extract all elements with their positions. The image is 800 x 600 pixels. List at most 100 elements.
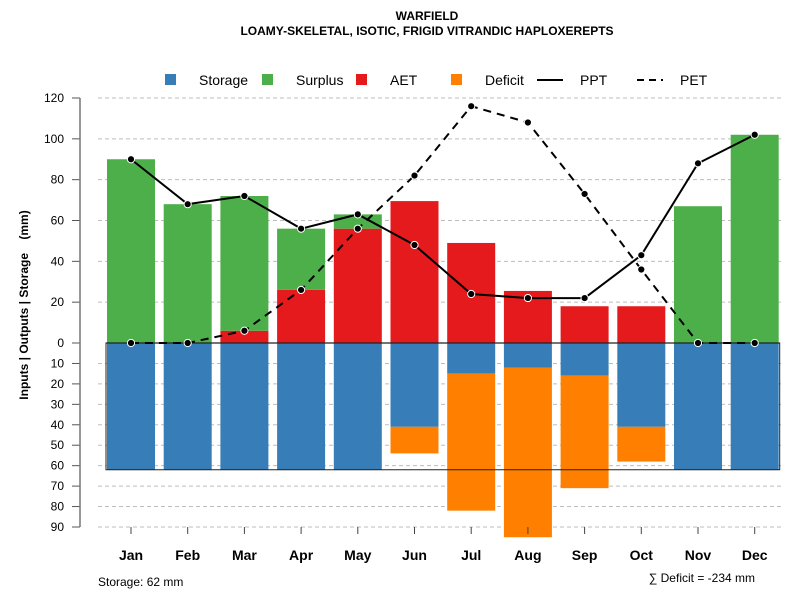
legend-label-aet: AET xyxy=(390,72,418,88)
deficit-annotation: ∑ Deficit = -234 mm xyxy=(649,571,755,585)
y-tick-label-lower: 20 xyxy=(51,377,65,391)
bar-storage xyxy=(390,343,439,427)
bar-surplus xyxy=(277,228,326,290)
bar-storage xyxy=(220,343,269,470)
point-ppt xyxy=(126,155,136,164)
y-tick-label-upper: 20 xyxy=(51,295,65,309)
y-tick-label-upper: 0 xyxy=(57,336,64,350)
bar-aet xyxy=(390,201,439,343)
point-ppt xyxy=(693,159,703,168)
point-ppt xyxy=(750,130,759,139)
y-tick-label-lower: 40 xyxy=(51,418,65,432)
point-ppt xyxy=(637,251,646,260)
legend-swatch-deficit xyxy=(451,74,462,85)
bar-storage xyxy=(107,343,155,470)
point-ppt xyxy=(240,191,249,201)
x-tick-label: Sep xyxy=(572,547,598,563)
legend-label-deficit: Deficit xyxy=(485,72,524,88)
bar-aet xyxy=(560,306,609,343)
gridlines xyxy=(98,97,782,528)
bar-storage xyxy=(674,343,722,470)
point-ppt xyxy=(523,293,533,303)
point-pet xyxy=(240,326,249,335)
bar-storage xyxy=(503,343,552,368)
bars xyxy=(107,134,779,538)
bar-surplus xyxy=(220,196,269,331)
x-tick-label: Nov xyxy=(685,547,712,563)
point-pet xyxy=(637,265,646,274)
y-tick-label-lower: 10 xyxy=(51,356,65,370)
x-tick-label: Mar xyxy=(232,547,257,563)
storage-frame xyxy=(105,342,781,471)
line-ppt xyxy=(130,133,756,300)
bar-deficit xyxy=(560,375,609,489)
y-tick-label-upper: 120 xyxy=(44,91,64,105)
y-axis: 0 20 40 60 80 100 120 10 20 30 40 50 60 70 80 90 xyxy=(44,91,81,534)
chart-title: WARFIELD xyxy=(396,9,459,23)
x-tick-label: Jun xyxy=(402,547,427,563)
y-tick-label-lower: 80 xyxy=(51,500,65,514)
bar-storage xyxy=(730,343,779,470)
x-tick-label: Dec xyxy=(742,547,768,563)
bar-deficit xyxy=(447,373,496,511)
point-ppt xyxy=(580,293,589,303)
bar-surplus xyxy=(163,204,212,343)
point-pet xyxy=(750,338,759,348)
storage-annotation: Storage: 62 mm xyxy=(98,575,183,589)
x-tick-label: Apr xyxy=(289,547,314,563)
y-tick-label-upper: 40 xyxy=(51,254,65,268)
bar-storage xyxy=(560,343,609,376)
point-pet xyxy=(467,102,476,111)
line-pet xyxy=(131,105,755,344)
x-tick-label: Jul xyxy=(461,547,481,563)
legend-swatch-storage xyxy=(165,74,176,85)
point-pet xyxy=(126,338,136,348)
y-axis-label: Inputs | Outputs | Storage (mm) xyxy=(17,210,31,399)
bar-deficit xyxy=(390,426,439,454)
y-tick-label-lower: 70 xyxy=(51,479,65,493)
legend: Storage Surplus AET Deficit PPT PET xyxy=(165,72,708,88)
bar-aet xyxy=(277,289,326,343)
legend-label-pet: PET xyxy=(680,72,708,88)
point-ppt xyxy=(353,210,362,219)
point-pet xyxy=(353,224,362,233)
legend-label-surplus: Surplus xyxy=(296,72,343,88)
y-tick-label-upper: 60 xyxy=(51,214,65,228)
bar-deficit xyxy=(503,367,552,538)
x-axis: Jan Feb Mar Apr May Jun Jul Aug Sep Oct Nov Dec xyxy=(119,527,768,563)
point-ppt xyxy=(410,240,419,250)
y-tick-label-lower: 90 xyxy=(51,520,65,534)
legend-swatch-surplus xyxy=(262,74,273,85)
legend-swatch-aet xyxy=(356,74,367,85)
bar-deficit xyxy=(617,426,666,462)
bar-aet xyxy=(617,306,666,343)
point-ppt xyxy=(183,200,192,209)
lines xyxy=(126,102,759,348)
bar-storage xyxy=(617,343,666,427)
y-tick-label-upper: 100 xyxy=(44,132,64,146)
bar-storage xyxy=(277,343,326,470)
point-ppt xyxy=(297,224,306,233)
bar-surplus xyxy=(730,134,779,343)
point-pet xyxy=(410,171,419,180)
legend-label-ppt: PPT xyxy=(580,72,608,88)
point-ppt xyxy=(467,289,476,299)
x-tick-label: Oct xyxy=(630,547,654,563)
x-tick-label: Feb xyxy=(175,547,200,563)
point-pet xyxy=(693,338,703,348)
point-pet xyxy=(580,189,589,199)
bar-storage xyxy=(447,343,496,374)
x-tick-label: May xyxy=(344,547,371,563)
y-tick-label-lower: 30 xyxy=(51,397,65,411)
y-tick-label-lower: 50 xyxy=(51,438,65,452)
point-pet xyxy=(523,118,533,127)
point-pet xyxy=(183,338,192,348)
bar-storage xyxy=(163,343,212,470)
x-tick-label: Jan xyxy=(119,547,143,563)
bar-surplus xyxy=(674,206,722,343)
x-tick-label: Aug xyxy=(514,547,541,563)
bar-storage xyxy=(333,343,382,470)
y-tick-label-lower: 60 xyxy=(51,459,65,473)
point-pet xyxy=(297,285,306,295)
